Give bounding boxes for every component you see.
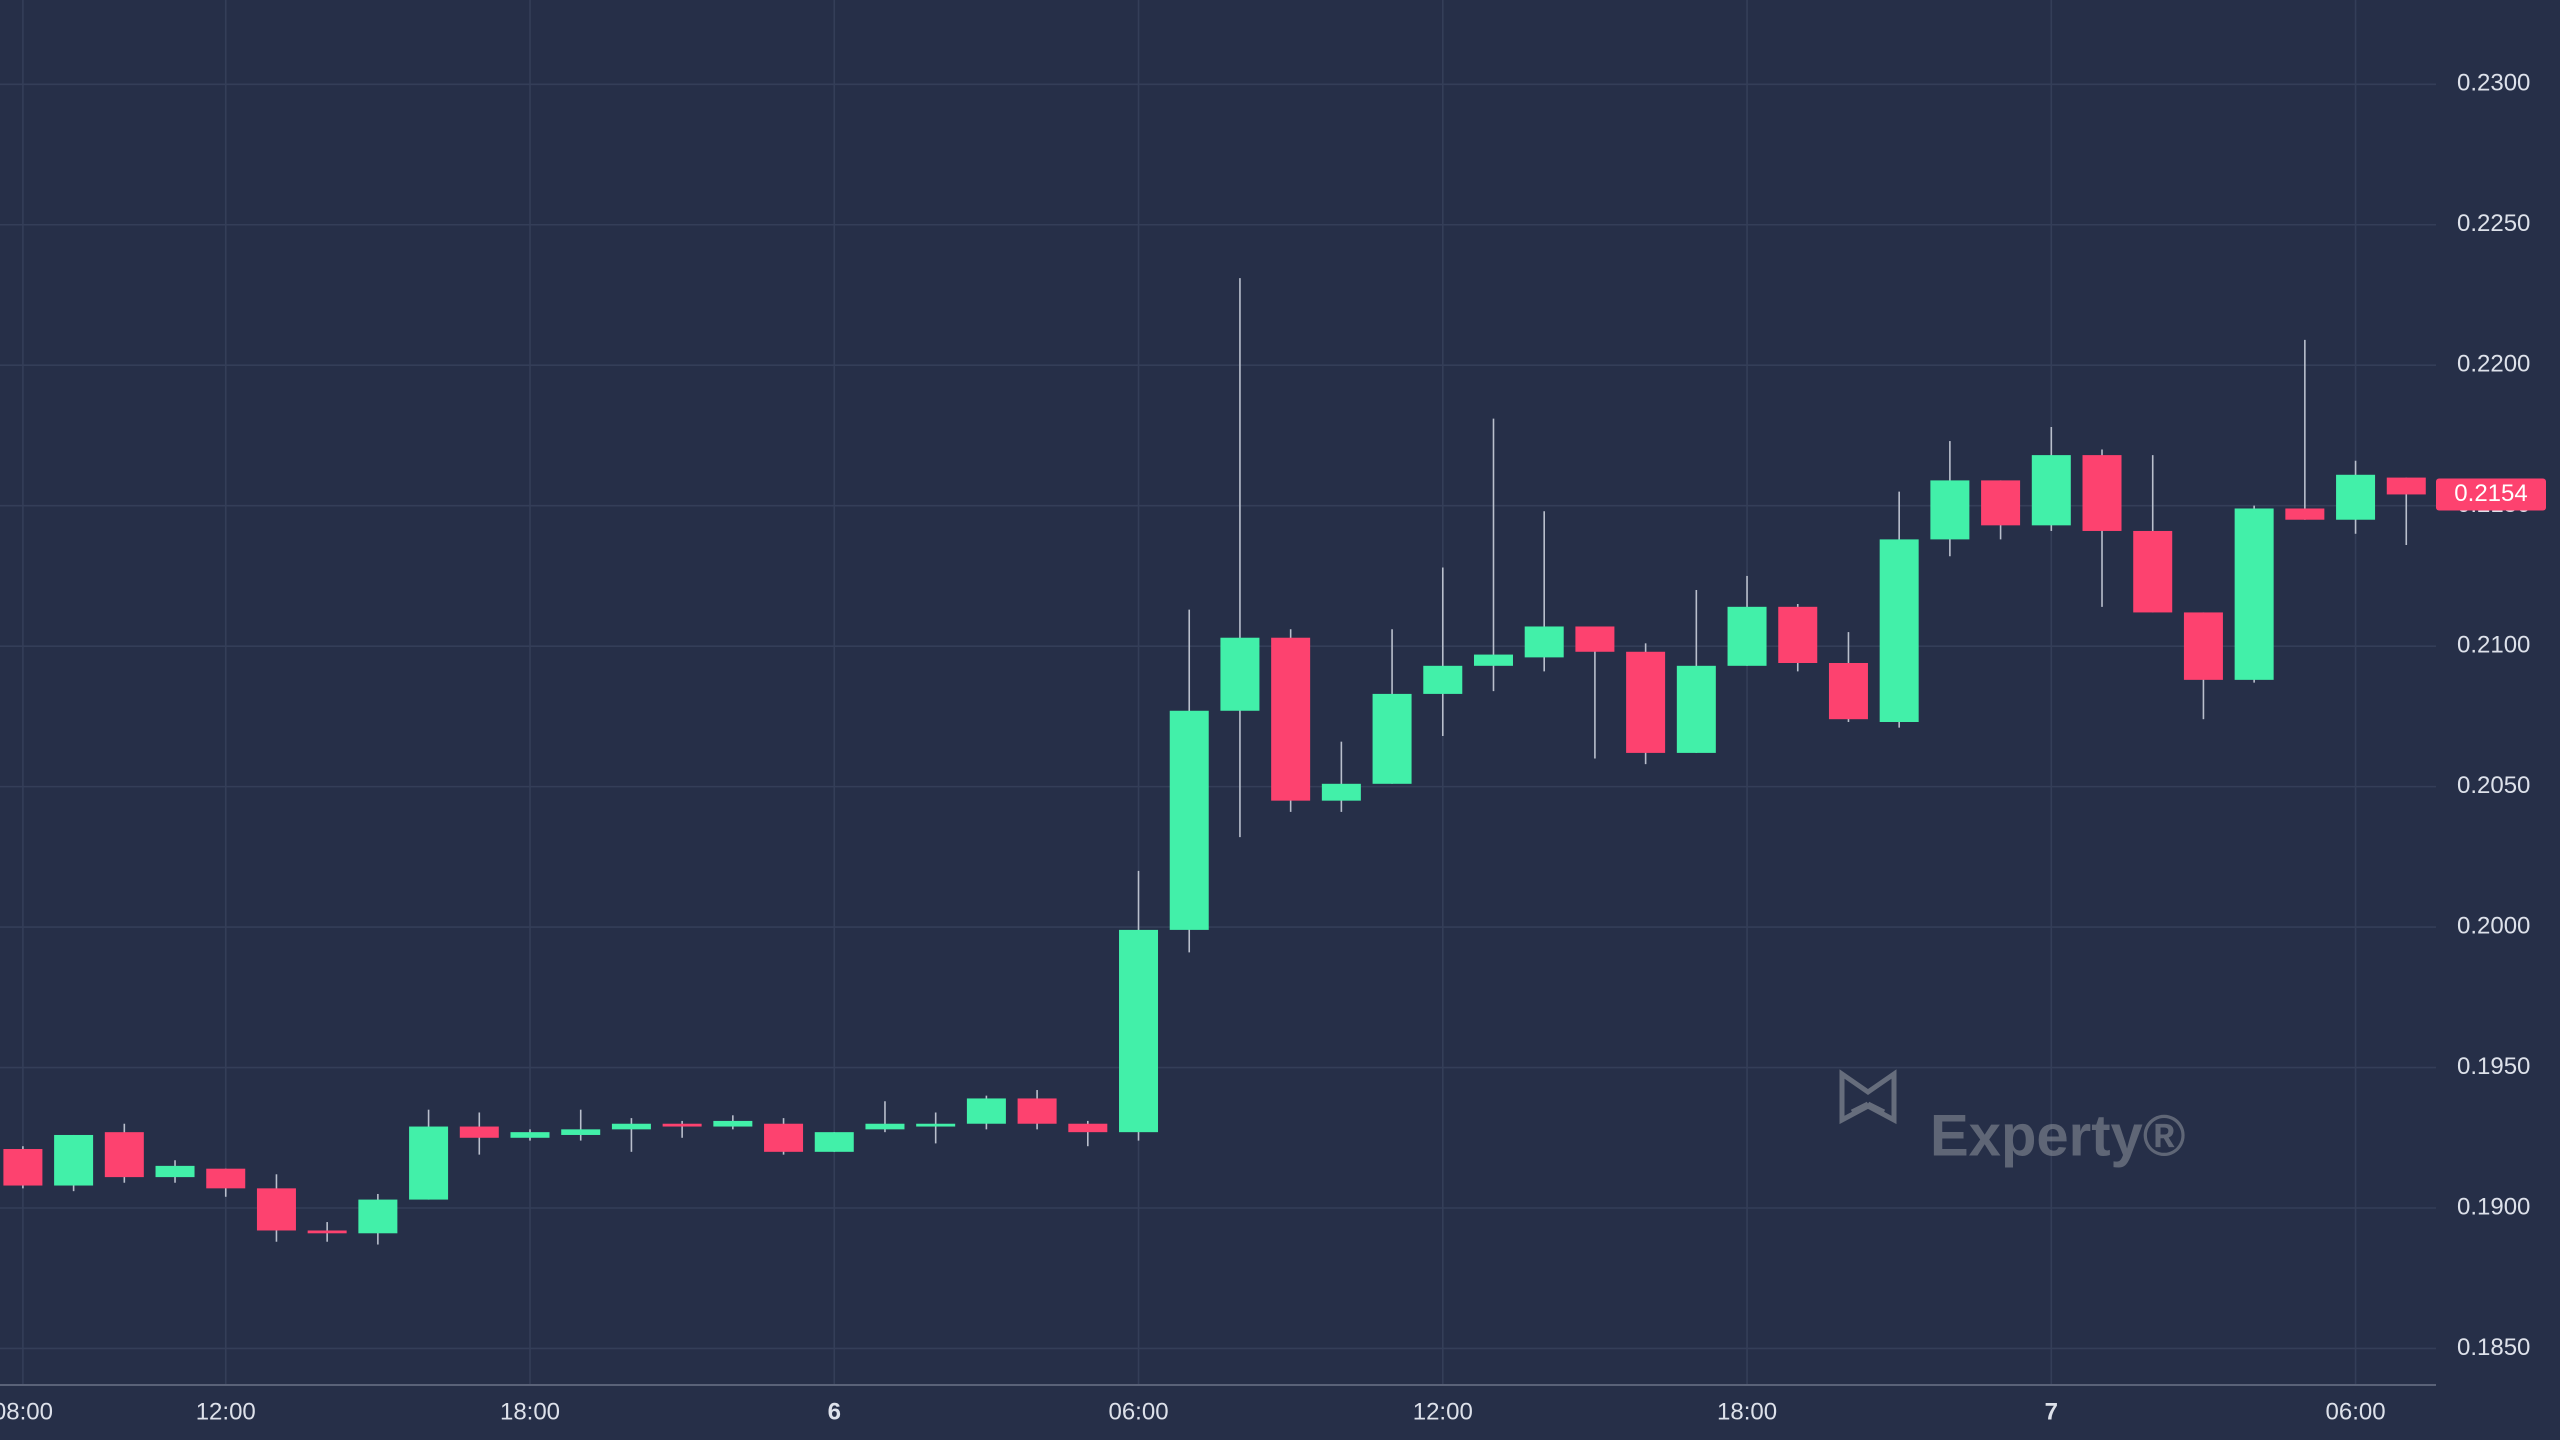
candle-body — [2133, 530, 2173, 613]
candle-body — [2285, 508, 2325, 520]
x-tick-label: 12:00 — [1413, 1398, 1473, 1425]
candle-body — [2336, 474, 2376, 520]
candle-body — [1676, 665, 1716, 753]
candle-body — [1169, 710, 1209, 930]
candle-body — [358, 1199, 398, 1234]
y-tick-label: 0.1950 — [2457, 1053, 2530, 1080]
candles — [3, 278, 2426, 1245]
candle-body — [155, 1165, 195, 1178]
y-tick-label: 0.2000 — [2457, 912, 2530, 939]
candle-body — [1068, 1123, 1108, 1133]
candle-body — [2031, 455, 2071, 526]
candle-body — [1119, 929, 1159, 1133]
last-price-tag — [2436, 478, 2546, 511]
candle-body — [916, 1123, 956, 1127]
y-tick-label: 0.1850 — [2457, 1334, 2530, 1361]
candle-body — [1575, 626, 1615, 652]
x-tick-label: 6 — [828, 1398, 841, 1425]
candle-body — [1271, 637, 1311, 801]
candle-body — [1930, 480, 1970, 540]
x-tick-label: 18:00 — [500, 1398, 560, 1425]
candle-body — [1981, 480, 2021, 526]
candle-body — [1524, 626, 1564, 658]
candle-body — [206, 1168, 246, 1189]
y-tick-label: 0.2050 — [2457, 772, 2530, 799]
watermark-logo — [1839, 1069, 1897, 1125]
candle-body — [1778, 606, 1818, 664]
candle-body — [2082, 455, 2122, 531]
candle-body — [2234, 508, 2274, 680]
candle-body — [713, 1120, 753, 1127]
y-tick-label: 0.2200 — [2457, 351, 2530, 378]
y-tick-label: 0.2250 — [2457, 210, 2530, 237]
candle-body — [611, 1123, 651, 1130]
candle-body — [865, 1123, 905, 1130]
candle-body — [104, 1132, 144, 1178]
candle-body — [561, 1129, 601, 1135]
candle-body — [1828, 663, 1868, 720]
candle-body — [2386, 477, 2426, 495]
y-tick-label: 0.2100 — [2457, 631, 2530, 658]
x-tick-label: 18:00 — [1717, 1398, 1777, 1425]
candle-body — [510, 1132, 550, 1138]
x-tick-label: 7 — [2045, 1398, 2058, 1425]
y-tick-label: 0.1900 — [2457, 1193, 2530, 1220]
watermark-text: Experty® — [1930, 1103, 2186, 1168]
candle-body — [1220, 637, 1260, 711]
candle-body — [1372, 693, 1412, 784]
candle-body — [1423, 665, 1463, 694]
candle-body — [54, 1134, 94, 1186]
candle-body — [1879, 539, 1919, 722]
axes: 0.1850 0.1900 0.1950 0.2000 0.2050 0.2100 0.21… — [0, 70, 2546, 1425]
y-tick-label: 0.2300 — [2457, 70, 2530, 97]
candle-body — [2183, 612, 2223, 680]
candle-body — [409, 1126, 449, 1200]
candle-body — [966, 1098, 1006, 1124]
x-tick-label: 06:00 — [2326, 1398, 2386, 1425]
candle-body — [459, 1126, 499, 1138]
x-tick-label: 08:00 — [0, 1398, 53, 1425]
candle-body — [814, 1132, 854, 1152]
candle-body — [256, 1188, 296, 1231]
candle-body — [1727, 606, 1767, 666]
last-price-label: 0.2154 — [2454, 480, 2527, 507]
watermark: Experty® — [1839, 1069, 2186, 1168]
candle-body — [307, 1230, 347, 1234]
x-tick-label: 06:00 — [1108, 1398, 1168, 1425]
candle-body — [764, 1123, 804, 1152]
candle-body — [662, 1123, 702, 1127]
candle-body — [1017, 1098, 1057, 1124]
candle-body — [1321, 783, 1361, 801]
candle-body — [3, 1149, 43, 1186]
candle-body — [1626, 651, 1666, 753]
candle-body — [1473, 654, 1513, 666]
x-tick-label: 12:00 — [196, 1398, 256, 1425]
